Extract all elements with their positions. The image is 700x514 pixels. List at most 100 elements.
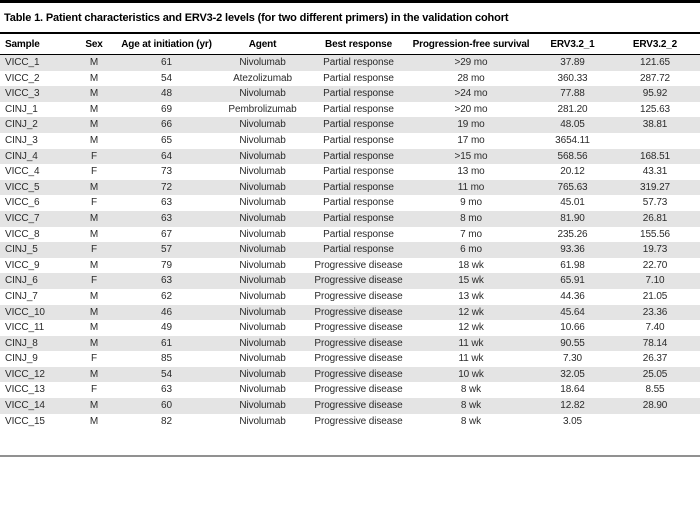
table-cell: 44.36 [560, 290, 585, 302]
table-cell: CINJ_5 [5, 244, 38, 256]
table-cell: VICC_8 [5, 228, 40, 240]
table-cell: Nivolumab [239, 400, 286, 412]
patient-characteristics-table: Sample Sex Age at initiation (yr) Agent Best… [0, 34, 700, 429]
table-cell: Partial response [323, 228, 394, 240]
table-cell: M [89, 400, 99, 412]
table-cell: M [89, 181, 99, 193]
table-cell: 73 [161, 166, 172, 178]
table-cell: VICC_2 [5, 72, 40, 84]
column-header-erv3-2-2: ERV3.2_2 [610, 34, 700, 55]
table-cell: 281.20 [557, 103, 588, 115]
table-cell: 22.70 [642, 259, 668, 271]
table-cell: 67 [161, 228, 172, 240]
table-cell: VICC_13 [5, 384, 45, 396]
table-cell: Nivolumab [239, 244, 286, 256]
table-row: CINJ_4 F 64 Nivolumab Partial response >15 mo… [0, 148, 700, 165]
table-cell: VICC_11 [5, 322, 45, 334]
table-cell: 63 [161, 384, 172, 396]
table-cell: 18.64 [560, 384, 585, 396]
table-cell: 360.33 [557, 72, 588, 84]
table-cell: VICC_10 [5, 306, 45, 318]
table-cell: 46 [161, 306, 172, 318]
table-row: CINJ_5 F 57 Nivolumab Partial response 6 mo 93… [0, 242, 700, 258]
table-cell: Progressive disease [314, 353, 403, 365]
table-cell: 125.63 [640, 103, 670, 115]
table-cell: 66 [161, 119, 172, 131]
table-cell: Pembrolizumab [228, 103, 297, 115]
table-cell: M [89, 228, 99, 240]
table-cell: 11 mo [457, 181, 485, 193]
table-cell: Nivolumab [239, 212, 286, 224]
column-header-sex: Sex [70, 34, 118, 55]
table-row: VICC_1 M 61 Nivolumab Partial response >29 mo… [0, 54, 700, 71]
table-row: CINJ_2 M 66 Nivolumab Partial response 19 mo 4… [0, 117, 700, 133]
table-cell: 17 mo [457, 134, 485, 146]
table-row: VICC_2 M 54 Atezolizumab Partial response 28 … [0, 71, 700, 87]
table-row: VICC_8 M 67 Nivolumab Partial response 7 mo 23… [0, 227, 700, 243]
table-cell: CINJ_8 [5, 337, 38, 349]
table-cell: Nivolumab [239, 166, 286, 178]
table-cell: Partial response [323, 212, 394, 224]
table-cell: >15 mo [454, 150, 488, 162]
table-cell: 155.56 [640, 228, 670, 240]
table-row: VICC_9 M 79 Nivolumab Progressive disease 18 … [0, 258, 700, 274]
table-row: VICC_5 M 72 Nivolumab Partial response 11 mo 7… [0, 179, 700, 196]
table-cell: F [90, 353, 97, 365]
table-cell: VICC_12 [5, 368, 45, 380]
table-cell: Partial response [323, 119, 394, 131]
column-header-sample: Sample [0, 34, 70, 55]
table-cell: 235.26 [557, 228, 588, 240]
table-cell: M [89, 103, 99, 115]
table-cell: Partial response [323, 244, 394, 256]
table-cell: 26.81 [642, 212, 668, 224]
table-cell: 568.56 [557, 150, 588, 162]
table-row: CINJ_6 F 63 Nivolumab Progressive disease 15 … [0, 273, 700, 289]
table-cell: Progressive disease [314, 415, 403, 427]
table-cell: Progressive disease [314, 290, 403, 302]
table-cell: 82 [161, 415, 172, 427]
table-cell: Nivolumab [239, 181, 286, 193]
table-row: CINJ_7 M 62 Nivolumab Progressive disease 13 … [0, 289, 700, 305]
table-cell: 168.51 [640, 150, 670, 162]
table-row: CINJ_8 M 61 Nivolumab Progressive disease 11 … [0, 335, 700, 352]
table-cell: 69 [161, 103, 172, 115]
table-cell: 63 [161, 197, 172, 209]
table-cell: Partial response [323, 166, 394, 178]
table-cell: M [89, 72, 99, 84]
bottom-rule [0, 455, 700, 458]
table-cell: 20.12 [560, 166, 585, 178]
table-cell: CINJ_7 [5, 290, 38, 302]
table-cell: Partial response [323, 72, 394, 84]
table-cell: VICC_3 [5, 88, 40, 100]
table-cell: 60 [161, 400, 172, 412]
table-cell: 45.01 [560, 197, 585, 209]
table-cell: 8 wk [460, 400, 482, 412]
table-cell: 61 [161, 57, 172, 68]
table-cell: Nivolumab [239, 134, 286, 146]
table-cell: 13 mo [457, 166, 485, 178]
table-cell: 18 wk [458, 259, 484, 271]
table-cell: 3.05 [562, 415, 583, 427]
table-cell: Partial response [323, 150, 394, 162]
table-cell: VICC_5 [5, 181, 40, 193]
table-cell: 287.72 [640, 72, 670, 84]
table-row: VICC_15 M 82 Nivolumab Progressive disease 8 … [0, 414, 700, 430]
table-cell: CINJ_6 [5, 275, 38, 287]
table-cell: Progressive disease [314, 306, 403, 318]
table-cell: >20 mo [454, 103, 488, 115]
table-cell: 6 mo [460, 244, 482, 256]
table-cell: 8 wk [460, 384, 482, 396]
table-cell: 54 [161, 368, 172, 380]
table-cell: Progressive disease [314, 275, 403, 287]
table-cell: >24 mo [454, 88, 488, 100]
table-cell: M [89, 415, 99, 427]
table-cell: Nivolumab [239, 228, 286, 240]
table-cell: 49 [161, 322, 172, 334]
table-cell: 57 [161, 244, 172, 256]
table-row: CINJ_1 M 69 Pembrolizumab Partial response >2… [0, 102, 700, 118]
table-cell: F [90, 275, 97, 287]
column-header-erv3-2-1: ERV3.2_1 [535, 34, 610, 55]
table-cell: M [89, 290, 99, 302]
table-cell: CINJ_2 [5, 119, 38, 131]
